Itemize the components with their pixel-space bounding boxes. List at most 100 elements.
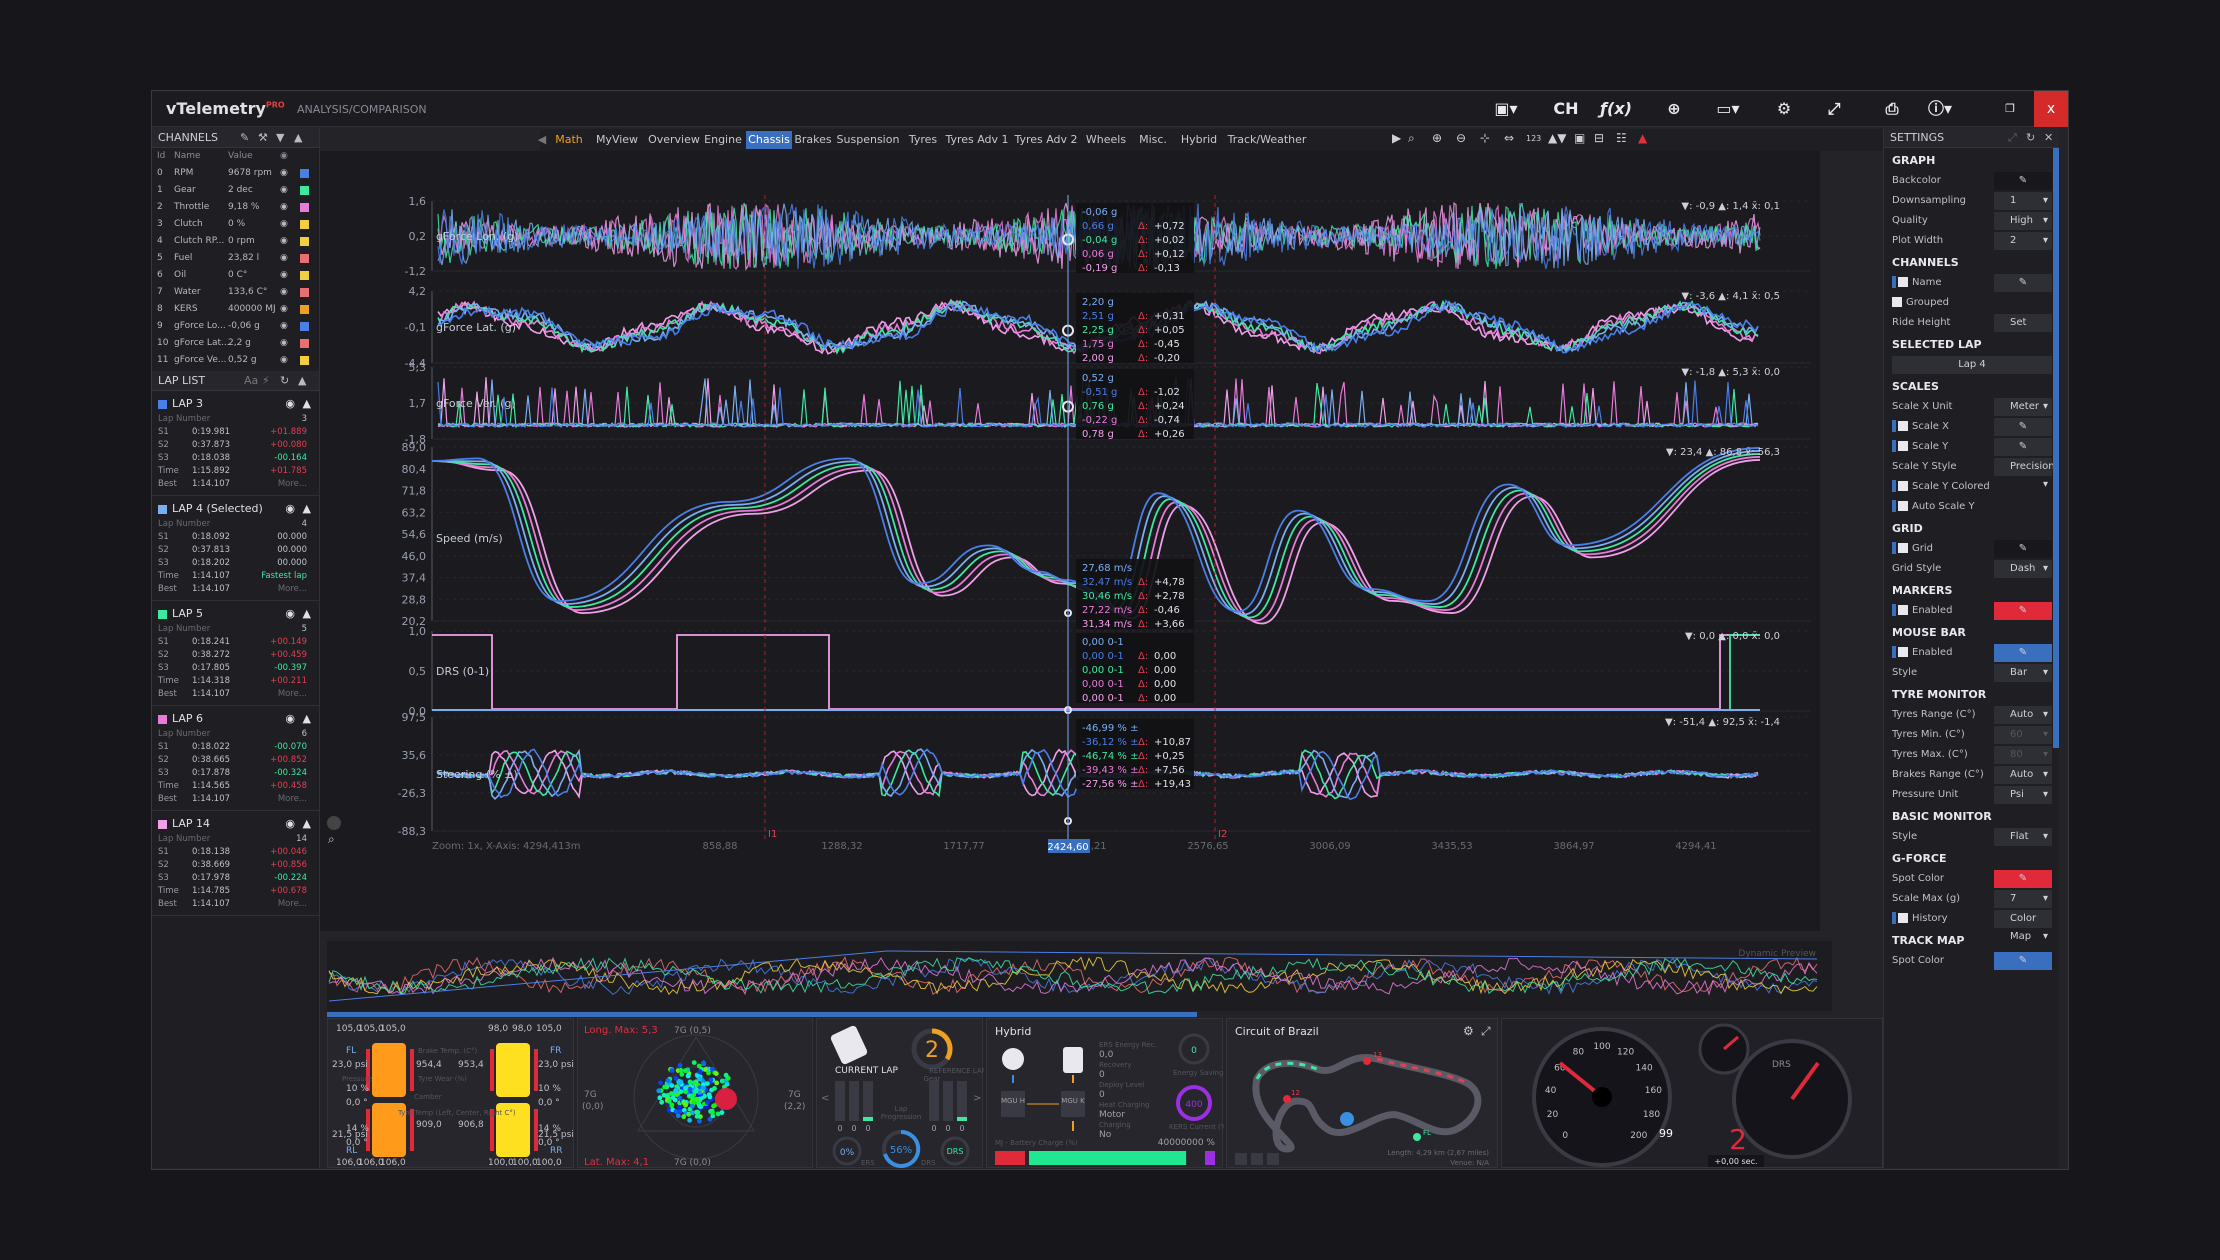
lap-row-delta[interactable]: More...: [277, 899, 307, 909]
eye-icon[interactable]: ◉: [280, 168, 288, 178]
scale-style-select[interactable]: Precision ▾: [1994, 458, 2055, 490]
values-toggle[interactable]: 123: [1526, 134, 1542, 143]
channel-color-swatch[interactable]: [300, 220, 309, 229]
checkbox[interactable]: [1898, 481, 1908, 491]
lap-item[interactable]: LAP 6 ◉ ▲ Lap Number 6 S1 0:18.022 -00.070 S2 0:3…: [152, 706, 319, 811]
tab-scroll-left-icon[interactable]: ◀: [537, 133, 547, 146]
tab-math[interactable]: Math: [555, 133, 583, 146]
channel-row[interactable]: 7 Water 133,6 C° ◉: [152, 284, 319, 301]
eye-icon[interactable]: ◉: [285, 607, 295, 620]
lap-item[interactable]: LAP 5 ◉ ▲ Lap Number 5 S1 0:18.241 +00.149 S2 0:3…: [152, 601, 319, 706]
tab-brakes[interactable]: Brakes: [794, 133, 832, 146]
lap-header[interactable]: LAP 3 ◉ ▲: [152, 395, 319, 413]
gforce-spot-picker[interactable]: ✎: [1994, 870, 2052, 888]
checkbox[interactable]: [1898, 501, 1908, 511]
name-color-picker[interactable]: ✎: [1994, 274, 2052, 292]
brakes-range-select[interactable]: Auto ▾: [1994, 766, 2052, 784]
channel-row[interactable]: 5 Fuel 23,82 l ◉: [152, 250, 319, 267]
print-icon[interactable]: ⎙: [1885, 99, 1899, 118]
channel-row[interactable]: 0 RPM 9678 rpm ◉: [152, 165, 319, 182]
monitor-icon[interactable]: ▭▾: [1716, 99, 1740, 118]
eye-icon[interactable]: ◉: [285, 397, 295, 410]
checkbox[interactable]: [1892, 297, 1902, 307]
link-icon[interactable]: ⚡: [262, 374, 270, 387]
scale-x-picker[interactable]: ✎: [1994, 418, 2052, 436]
lap-row-delta[interactable]: More...: [277, 794, 307, 804]
channel-color-swatch[interactable]: [300, 339, 309, 348]
wrench-icon[interactable]: ⚒: [258, 131, 268, 144]
checkbox[interactable]: [1898, 421, 1908, 431]
tab-engine[interactable]: Engine: [704, 133, 742, 146]
channel-color-swatch[interactable]: [300, 356, 309, 365]
layout-icon[interactable]: ▣: [1574, 131, 1586, 145]
eye-icon[interactable]: ◉: [285, 817, 295, 830]
history-select[interactable]: Color Map ▾: [1994, 910, 2052, 942]
channel-row[interactable]: 6 Oil 0 C° ◉: [152, 267, 319, 284]
mouse-style-select[interactable]: Bar ▾: [1994, 664, 2052, 682]
channel-color-swatch[interactable]: [300, 186, 309, 195]
collapse-icon[interactable]: ▲: [302, 397, 311, 410]
tab-tyres[interactable]: Tyres: [908, 133, 938, 146]
overview-canvas[interactable]: [327, 941, 1832, 1011]
overview-strip[interactable]: Dynamic Preview: [327, 941, 1832, 1011]
eye-icon[interactable]: ◉: [280, 338, 288, 348]
eye-icon[interactable]: ◉: [280, 321, 288, 331]
selected-lap-select[interactable]: Lap 4: [1892, 356, 2052, 374]
zoom-out-icon[interactable]: ⊖: [1456, 131, 1467, 145]
eye-icon[interactable]: ◉: [280, 219, 288, 229]
alert-icon[interactable]: ▲: [1638, 131, 1648, 145]
track-spot-picker[interactable]: ✎: [1994, 952, 2052, 970]
magnify-icon[interactable]: ⌕: [1408, 131, 1415, 145]
collapse-icon[interactable]: ▲: [302, 607, 311, 620]
eye-icon[interactable]: ◉: [285, 502, 295, 515]
telemetry-graph[interactable]: 1,6 0,2 -1,2 4,2 -0,1 -4,4 5,3 1,7 -1,8 89,0 80,4 7…: [320, 151, 1820, 931]
fullscreen-icon[interactable]: ⤢: [1827, 99, 1841, 118]
collapse-icon[interactable]: ▲: [302, 712, 311, 725]
channel-color-swatch[interactable]: [300, 254, 309, 263]
settings-reset-icon[interactable]: ↻: [2026, 131, 2036, 144]
collapse-laplist-icon[interactable]: ▲: [298, 374, 307, 387]
popout-icon[interactable]: ⤢: [2008, 131, 2017, 144]
backcolor-picker[interactable]: ✎: [1994, 172, 2052, 190]
downsampling-select[interactable]: 1 ▾: [1994, 192, 2052, 210]
filter-icon[interactable]: ▼: [276, 131, 285, 144]
tab-misc-[interactable]: Misc.: [1139, 133, 1167, 146]
eye-icon[interactable]: ◉: [280, 355, 288, 365]
checkbox[interactable]: [1898, 543, 1908, 553]
checkbox[interactable]: [1898, 913, 1908, 923]
gforce-scale-select[interactable]: 7 ▾: [1994, 890, 2052, 908]
crosshair-icon[interactable]: ⊹: [1480, 131, 1491, 145]
checkbox[interactable]: [1898, 441, 1908, 451]
collapse-icon[interactable]: ▲: [294, 131, 303, 144]
channel-color-swatch[interactable]: [300, 322, 309, 331]
eye-icon[interactable]: ◉: [280, 253, 288, 263]
eye-icon[interactable]: ◉: [280, 202, 288, 212]
collapse-icon[interactable]: ▲: [302, 502, 311, 515]
lap-row-delta[interactable]: More...: [277, 479, 307, 489]
pressure-unit-select[interactable]: Psi ▾: [1994, 786, 2052, 804]
restore-icon[interactable]: ❐: [2005, 102, 2015, 115]
lap-row-delta[interactable]: More...: [277, 689, 307, 699]
channel-row[interactable]: 1 Gear 2 dec ◉: [152, 182, 319, 199]
grid-style-select[interactable]: Dash ▾: [1994, 560, 2052, 578]
lap-item[interactable]: LAP 3 ◉ ▲ Lap Number 3 S1 0:19.981 +01.889 S2 0:3…: [152, 391, 319, 496]
lap-header[interactable]: LAP 14 ◉ ▲: [152, 815, 319, 833]
checkbox[interactable]: [1898, 277, 1908, 287]
folder-icon[interactable]: ▣▾: [1494, 99, 1518, 118]
channel-row[interactable]: 9 gForce Lo... -0,06 g ◉: [152, 318, 319, 335]
eye-icon[interactable]: ◉: [280, 287, 288, 297]
lap-header[interactable]: LAP 6 ◉ ▲: [152, 710, 319, 728]
info-icon[interactable]: ⓘ▾: [1927, 99, 1953, 118]
channel-row[interactable]: 3 Clutch 0 % ◉: [152, 216, 319, 233]
channel-row[interactable]: 10 gForce Lat... 2,2 g ◉: [152, 335, 319, 352]
channel-color-swatch[interactable]: [300, 288, 309, 297]
basic-style-select[interactable]: Flat ▾: [1994, 828, 2052, 846]
scale-y-picker[interactable]: ✎: [1994, 438, 2052, 456]
quality-select[interactable]: High ▾: [1994, 212, 2052, 230]
lap-header[interactable]: LAP 5 ◉ ▲: [152, 605, 319, 623]
lap-item[interactable]: LAP 4 (Selected) ◉ ▲ Lap Number 4 S1 0:18.092 0…: [152, 496, 319, 601]
mouse-color-picker[interactable]: ✎: [1994, 644, 2052, 662]
close-button[interactable]: x: [2034, 91, 2068, 127]
table-icon[interactable]: ☷: [1616, 131, 1627, 145]
channel-button[interactable]: CH: [1553, 99, 1579, 118]
